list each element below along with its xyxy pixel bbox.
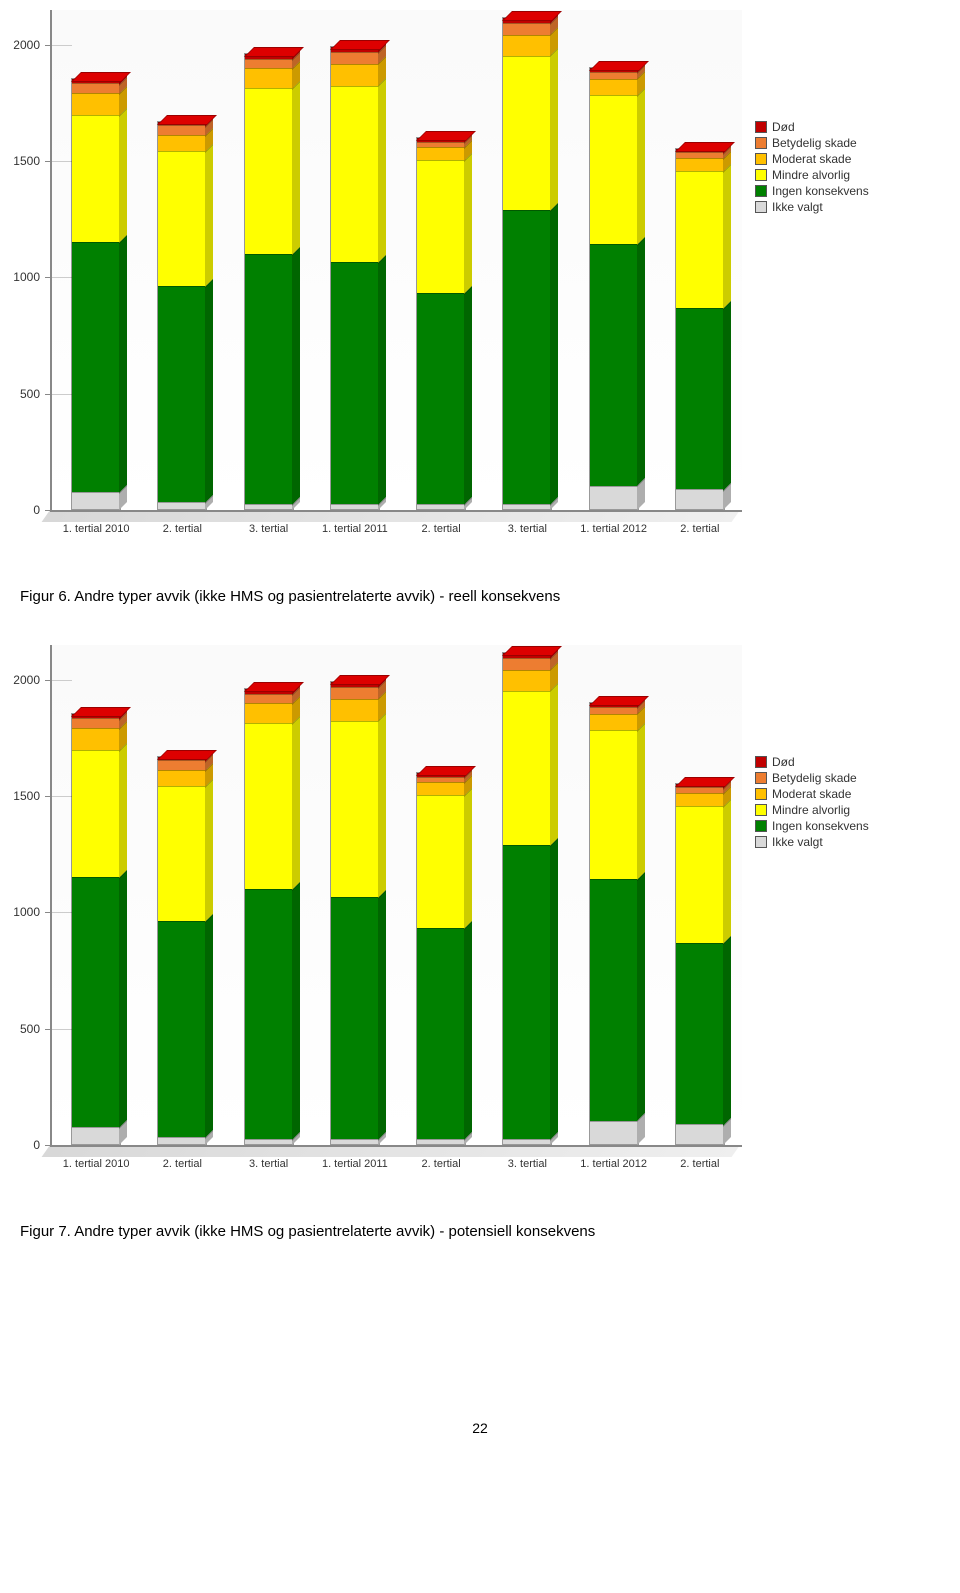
legend-swatch-icon: [755, 201, 767, 213]
y-tick-label: 0: [0, 503, 40, 517]
legend-item: Ikke valgt: [755, 200, 935, 214]
legend-label: Ikke valgt: [772, 200, 823, 214]
figure-7-caption: Figur 7. Andre typer avvik (ikke HMS og …: [20, 1223, 960, 1240]
legend-swatch-icon: [755, 169, 767, 181]
x-tick-label: 1. tertial 2011: [315, 1158, 395, 1170]
y-tick-label: 1000: [0, 905, 40, 919]
legend: Død Betydelig skade Moderat skade Mindre al…: [755, 755, 935, 851]
legend-item: Mindre alvorlig: [755, 168, 935, 182]
legend-swatch-icon: [755, 772, 767, 784]
bar: [157, 758, 212, 1145]
legend-item: Død: [755, 120, 935, 134]
y-tick-label: 1000: [0, 270, 40, 284]
y-tick-label: 0: [0, 1138, 40, 1152]
bar: [157, 123, 212, 510]
x-tick-label: 1. tertial 2010: [56, 523, 136, 535]
y-tick-label: 500: [0, 1022, 40, 1036]
bar: [71, 80, 126, 510]
bar: [416, 139, 471, 510]
x-tick-label: 2. tertial: [660, 523, 740, 535]
x-tick-label: 3. tertial: [487, 523, 567, 535]
x-tick-label: 2. tertial: [660, 1158, 740, 1170]
x-tick-label: 2. tertial: [401, 523, 481, 535]
x-tick-label: 1. tertial 2012: [574, 523, 654, 535]
bar: [71, 715, 126, 1145]
bar: [675, 150, 730, 510]
x-tick-label: 3. tertial: [229, 1158, 309, 1170]
legend-item: Betydelig skade: [755, 136, 935, 150]
page-number: 22: [0, 1420, 960, 1456]
legend-swatch-icon: [755, 788, 767, 800]
bar: [502, 654, 557, 1145]
legend-label: Moderat skade: [772, 787, 851, 801]
bar: [244, 55, 299, 510]
bar: [502, 19, 557, 510]
legend-item: Moderat skade: [755, 152, 935, 166]
legend-label: Ingen konsekvens: [772, 184, 869, 198]
bar: [330, 48, 385, 510]
x-tick-label: 1. tertial 2012: [574, 1158, 654, 1170]
bar: [330, 683, 385, 1145]
legend-item: Ingen konsekvens: [755, 819, 935, 833]
legend-swatch-icon: [755, 836, 767, 848]
legend-swatch-icon: [755, 121, 767, 133]
bar: [589, 69, 644, 510]
figure-6-caption: Figur 6. Andre typer avvik (ikke HMS og …: [20, 588, 960, 605]
x-tick-label: 3. tertial: [229, 523, 309, 535]
y-tick-label: 2000: [0, 38, 40, 52]
legend-swatch-icon: [755, 137, 767, 149]
legend-label: Moderat skade: [772, 152, 851, 166]
x-tick-label: 2. tertial: [142, 523, 222, 535]
legend-swatch-icon: [755, 804, 767, 816]
legend-item: Mindre alvorlig: [755, 803, 935, 817]
legend-swatch-icon: [755, 185, 767, 197]
legend-label: Ingen konsekvens: [772, 819, 869, 833]
bar: [416, 774, 471, 1145]
legend-label: Død: [772, 755, 795, 769]
legend-item: Ingen konsekvens: [755, 184, 935, 198]
bar: [675, 785, 730, 1145]
legend-label: Mindre alvorlig: [772, 168, 850, 182]
legend-swatch-icon: [755, 756, 767, 768]
legend-label: Betydelig skade: [772, 136, 857, 150]
legend-label: Mindre alvorlig: [772, 803, 850, 817]
legend-label: Død: [772, 120, 795, 134]
legend-item: Død: [755, 755, 935, 769]
x-tick-label: 2. tertial: [142, 1158, 222, 1170]
legend-label: Betydelig skade: [772, 771, 857, 785]
legend-item: Moderat skade: [755, 787, 935, 801]
legend: Død Betydelig skade Moderat skade Mindre al…: [755, 120, 935, 216]
y-tick-label: 500: [0, 387, 40, 401]
legend-swatch-icon: [755, 153, 767, 165]
y-tick-label: 1500: [0, 789, 40, 803]
legend-swatch-icon: [755, 820, 767, 832]
y-tick-label: 2000: [0, 673, 40, 687]
bar: [589, 704, 644, 1145]
x-tick-label: 1. tertial 2011: [315, 523, 395, 535]
chart-1: 0 500 1000 1500 2000 1. tertial 2010 2. tertia…: [0, 0, 960, 580]
x-tick-label: 3. tertial: [487, 1158, 567, 1170]
legend-item: Betydelig skade: [755, 771, 935, 785]
legend-label: Ikke valgt: [772, 835, 823, 849]
chart-2: 0 500 1000 1500 2000 1. tertial 2010 2. tertia…: [0, 635, 960, 1215]
bar: [244, 690, 299, 1145]
legend-item: Ikke valgt: [755, 835, 935, 849]
y-tick-label: 1500: [0, 154, 40, 168]
x-tick-label: 1. tertial 2010: [56, 1158, 136, 1170]
x-tick-label: 2. tertial: [401, 1158, 481, 1170]
